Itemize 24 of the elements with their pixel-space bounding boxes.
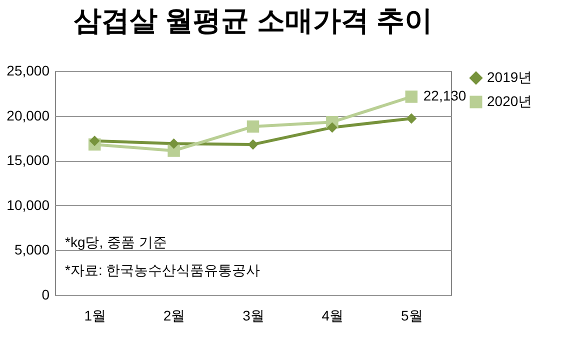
- chart-title: 삼겹살 월평균 소매가격 추이: [73, 5, 433, 36]
- x-tick-label: 5월: [401, 308, 423, 324]
- y-tick-label: 5,000: [14, 242, 50, 258]
- y-tick-label: 20,000: [6, 107, 50, 124]
- point: [405, 90, 418, 103]
- data-label: 22,130: [423, 88, 466, 104]
- point: [89, 136, 100, 146]
- y-tick-label: 10,000: [6, 196, 50, 213]
- x-tick-label: 1월: [84, 308, 106, 324]
- annotation: *자료: 한국농수산식품유통공사: [65, 262, 260, 278]
- point: [248, 139, 258, 150]
- x-tick-label: 3월: [242, 308, 264, 324]
- y-tick-label: 0: [42, 286, 50, 302]
- y-tick-label: 25,000: [6, 62, 50, 78]
- legend-label: 2019년: [487, 69, 532, 85]
- point: [168, 138, 180, 149]
- x-tick-label: 4월: [322, 308, 344, 324]
- point: [406, 113, 417, 124]
- point: [246, 120, 260, 133]
- y-tick-label: 15,000: [6, 152, 50, 168]
- legend-label: 2020년: [487, 93, 532, 109]
- point: [326, 122, 338, 133]
- x-tick-label: 2월: [163, 308, 186, 324]
- annotation: *kg당, 중품 기준: [65, 234, 167, 250]
